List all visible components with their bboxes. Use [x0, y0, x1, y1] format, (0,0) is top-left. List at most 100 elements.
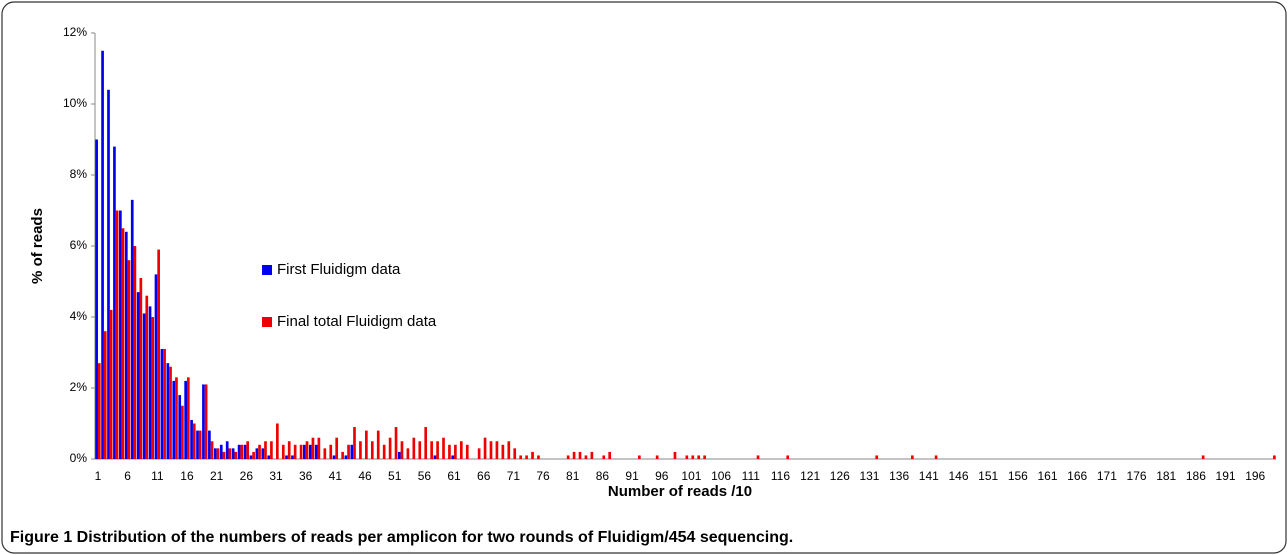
x-tick-label: 21 [210, 469, 224, 483]
bar [163, 348, 166, 459]
bar [160, 348, 164, 459]
x-tick-label: 121 [800, 469, 820, 483]
bar [786, 455, 790, 459]
bar [875, 455, 879, 459]
bar [243, 444, 247, 459]
legend-swatch [262, 317, 272, 327]
bar [507, 441, 511, 459]
x-axis-label: Number of reads /10 [608, 483, 752, 500]
y-tick-label: 8% [70, 167, 88, 181]
x-tick-label: 116 [771, 469, 790, 483]
bar [186, 377, 190, 459]
bar [418, 441, 422, 459]
bar [299, 444, 303, 459]
y-tick-label: 4% [70, 309, 88, 323]
bar [145, 295, 149, 459]
bar [1273, 455, 1276, 459]
bar [347, 444, 350, 459]
bar [353, 427, 356, 459]
bar [219, 444, 223, 459]
bar [332, 455, 336, 459]
bar [397, 451, 401, 459]
bar [697, 455, 701, 459]
bar [285, 455, 288, 459]
bar [608, 451, 612, 459]
bar [107, 89, 110, 460]
bar [133, 246, 137, 459]
x-tick-label: 36 [299, 469, 313, 483]
bar [394, 427, 398, 459]
bar [291, 455, 294, 459]
bar [451, 455, 455, 459]
bar [127, 260, 131, 459]
bar [204, 384, 208, 459]
x-tick-label: 11 [151, 469, 164, 483]
x-tick-label: 166 [1067, 469, 1087, 483]
bar [934, 455, 938, 459]
x-tick-label: 16 [180, 469, 194, 483]
bar [109, 309, 113, 459]
bar [388, 437, 392, 459]
bar [344, 455, 348, 459]
x-tick-label: 106 [711, 469, 731, 483]
bar [293, 444, 297, 459]
bar [246, 441, 250, 459]
bar [270, 441, 273, 459]
bar [673, 451, 677, 459]
bar [261, 448, 265, 459]
bar [442, 437, 445, 459]
x-tick-label: 136 [889, 469, 909, 483]
bar [513, 448, 517, 459]
bar [202, 384, 205, 459]
bar [459, 441, 463, 459]
x-tick-label: 66 [477, 469, 491, 483]
x-tick-label: 186 [1186, 469, 1206, 483]
bar [566, 455, 570, 459]
bar [175, 377, 178, 459]
bar [115, 210, 119, 459]
x-tick-label: 156 [1008, 469, 1028, 483]
bar [213, 448, 217, 459]
bar [323, 448, 327, 459]
bar [436, 441, 439, 459]
x-tick-label: 1 [95, 469, 102, 483]
bar [350, 444, 354, 459]
bar [691, 455, 695, 459]
legend-label: Final total Fluidigm data [277, 313, 437, 330]
bar [584, 455, 588, 459]
bar [184, 380, 187, 459]
bar [314, 444, 318, 459]
x-tick-label: 181 [1156, 469, 1176, 483]
bar [370, 441, 374, 459]
bar [151, 317, 155, 459]
bar [124, 231, 128, 459]
x-tick-label: 81 [566, 469, 580, 483]
bar [169, 366, 172, 459]
bar [172, 380, 176, 459]
bar [255, 448, 259, 459]
bar [703, 455, 706, 459]
bar [142, 313, 146, 459]
bar [519, 455, 522, 459]
x-tick-label: 151 [978, 469, 998, 483]
bar [130, 199, 134, 459]
bar [525, 455, 528, 459]
bar [465, 444, 469, 459]
x-tick-label: 6 [124, 469, 131, 483]
bar [756, 455, 760, 459]
bar [267, 455, 271, 459]
bar [531, 451, 534, 459]
bar [113, 146, 116, 459]
bar [590, 451, 594, 459]
bar [578, 451, 582, 459]
x-tick-label: 196 [1245, 469, 1265, 483]
bar [231, 448, 235, 459]
bar [225, 441, 229, 459]
x-tick-label: 176 [1127, 469, 1147, 483]
bar [190, 419, 193, 459]
x-tick-label: 171 [1097, 469, 1117, 483]
x-tick-label: 31 [269, 469, 283, 483]
x-tick-label: 131 [859, 469, 879, 483]
